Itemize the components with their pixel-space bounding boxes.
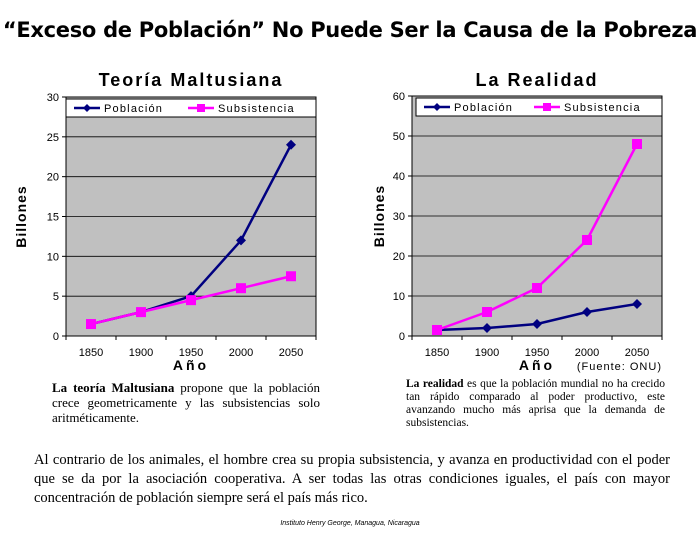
y-tick-label: 0: [53, 331, 59, 343]
series-point-subsistencia: [482, 307, 492, 317]
chart-title: La Realidad: [475, 70, 598, 90]
legend-label-1: Subsistencia: [564, 102, 641, 114]
chart-la-realidad: La Realidad 0 10 20 30 40 50 60 1850 1900 1950 2000…: [350, 66, 695, 376]
x-tick-label: 1850: [425, 347, 449, 359]
y-tick-label: 20: [393, 251, 405, 263]
caption-left-bold: La teoría Maltusiana: [52, 380, 175, 395]
caption-right-text: es que la población mundial no ha crecid…: [406, 378, 665, 429]
caption-right-bold: La realidad: [406, 378, 464, 390]
x-tick-label: 2050: [279, 347, 303, 359]
legend-label-0: Población: [454, 102, 513, 114]
series-point-poblacion: [236, 235, 246, 246]
chart-title: Teoría Maltusiana: [99, 70, 284, 90]
chart-svg-1: La Realidad 0 10 20 30 40 50 60 1850 1900 1950 2000…: [371, 70, 663, 373]
series-point-subsistencia: [432, 325, 442, 335]
x-tick-label: 1900: [129, 347, 153, 359]
series-point-poblacion: [286, 139, 296, 150]
page-title: “Exceso de Población” No Puede Ser la Ca…: [2, 18, 698, 42]
series-point-subsistencia: [632, 139, 642, 149]
y-tick-label: 5: [53, 291, 59, 303]
y-tick-label: 0: [399, 331, 405, 343]
x-tick-label: 1900: [475, 347, 499, 359]
y-axis-label: Billones: [13, 185, 29, 247]
series-point-subsistencia: [236, 283, 246, 294]
y-tick-label: 15: [47, 212, 59, 224]
legend-marker-poblacion: [83, 104, 91, 112]
legend-marker-subsistencia: [197, 104, 205, 112]
y-tick-label: 20: [47, 172, 59, 184]
caption-left: La teoría Maltusiana propone que la pobl…: [52, 380, 320, 425]
x-tick-label: 2000: [575, 347, 599, 359]
chart-teoria-maltusiana: Teoría Maltusiana 0 5 10 15 20 25 30 1850 1900 195…: [10, 66, 355, 376]
x-tick-label: 1950: [525, 347, 549, 359]
y-tick-label: 10: [393, 291, 405, 303]
chart-svg-0: Teoría Maltusiana 0 5 10 15 20 25 30 1850 1900 195…: [13, 70, 317, 373]
series-point-subsistencia: [582, 235, 592, 245]
source-note: (Fuente: ONU): [577, 361, 662, 373]
x-axis-label: Año: [173, 357, 209, 373]
y-tick-label: 30: [47, 92, 59, 104]
caption-left-text: propone que la población crece geometric…: [52, 380, 320, 425]
x-tick-label: 1950: [179, 347, 203, 359]
footer-credit: Instituto Henry George, Managua, Nicarag…: [280, 520, 420, 527]
series-point-poblacion: [632, 299, 642, 309]
legend-label-0: Población: [104, 103, 163, 115]
legend-label-1: Subsistencia: [218, 103, 295, 115]
series-point-subsistencia: [136, 307, 146, 318]
y-tick-label: 30: [393, 211, 405, 223]
series-point-poblacion: [582, 307, 592, 317]
y-tick-label: 50: [393, 131, 405, 143]
y-axis-label: Billones: [371, 185, 387, 247]
body-paragraph: Al contrario de los animales, el hombre …: [34, 452, 670, 506]
series-point-poblacion: [532, 319, 542, 329]
x-axis-label: Año: [519, 357, 555, 373]
y-tick-label: 40: [393, 171, 405, 183]
series-point-subsistencia: [286, 271, 296, 282]
series-point-subsistencia: [186, 295, 196, 306]
legend-marker-subsistencia: [543, 103, 551, 111]
series-point-subsistencia: [86, 319, 96, 330]
x-tick-label: 2050: [625, 347, 649, 359]
series-point-subsistencia: [532, 283, 542, 293]
x-tick-label: 2000: [229, 347, 253, 359]
series-point-poblacion: [482, 323, 492, 333]
y-tick-label: 25: [47, 132, 59, 144]
x-tick-label: 1850: [79, 347, 103, 359]
y-tick-label: 10: [47, 251, 59, 263]
caption-right: La realidad es que la población mundial …: [406, 378, 665, 430]
y-tick-label: 60: [393, 91, 405, 103]
legend-marker-poblacion: [433, 103, 441, 111]
